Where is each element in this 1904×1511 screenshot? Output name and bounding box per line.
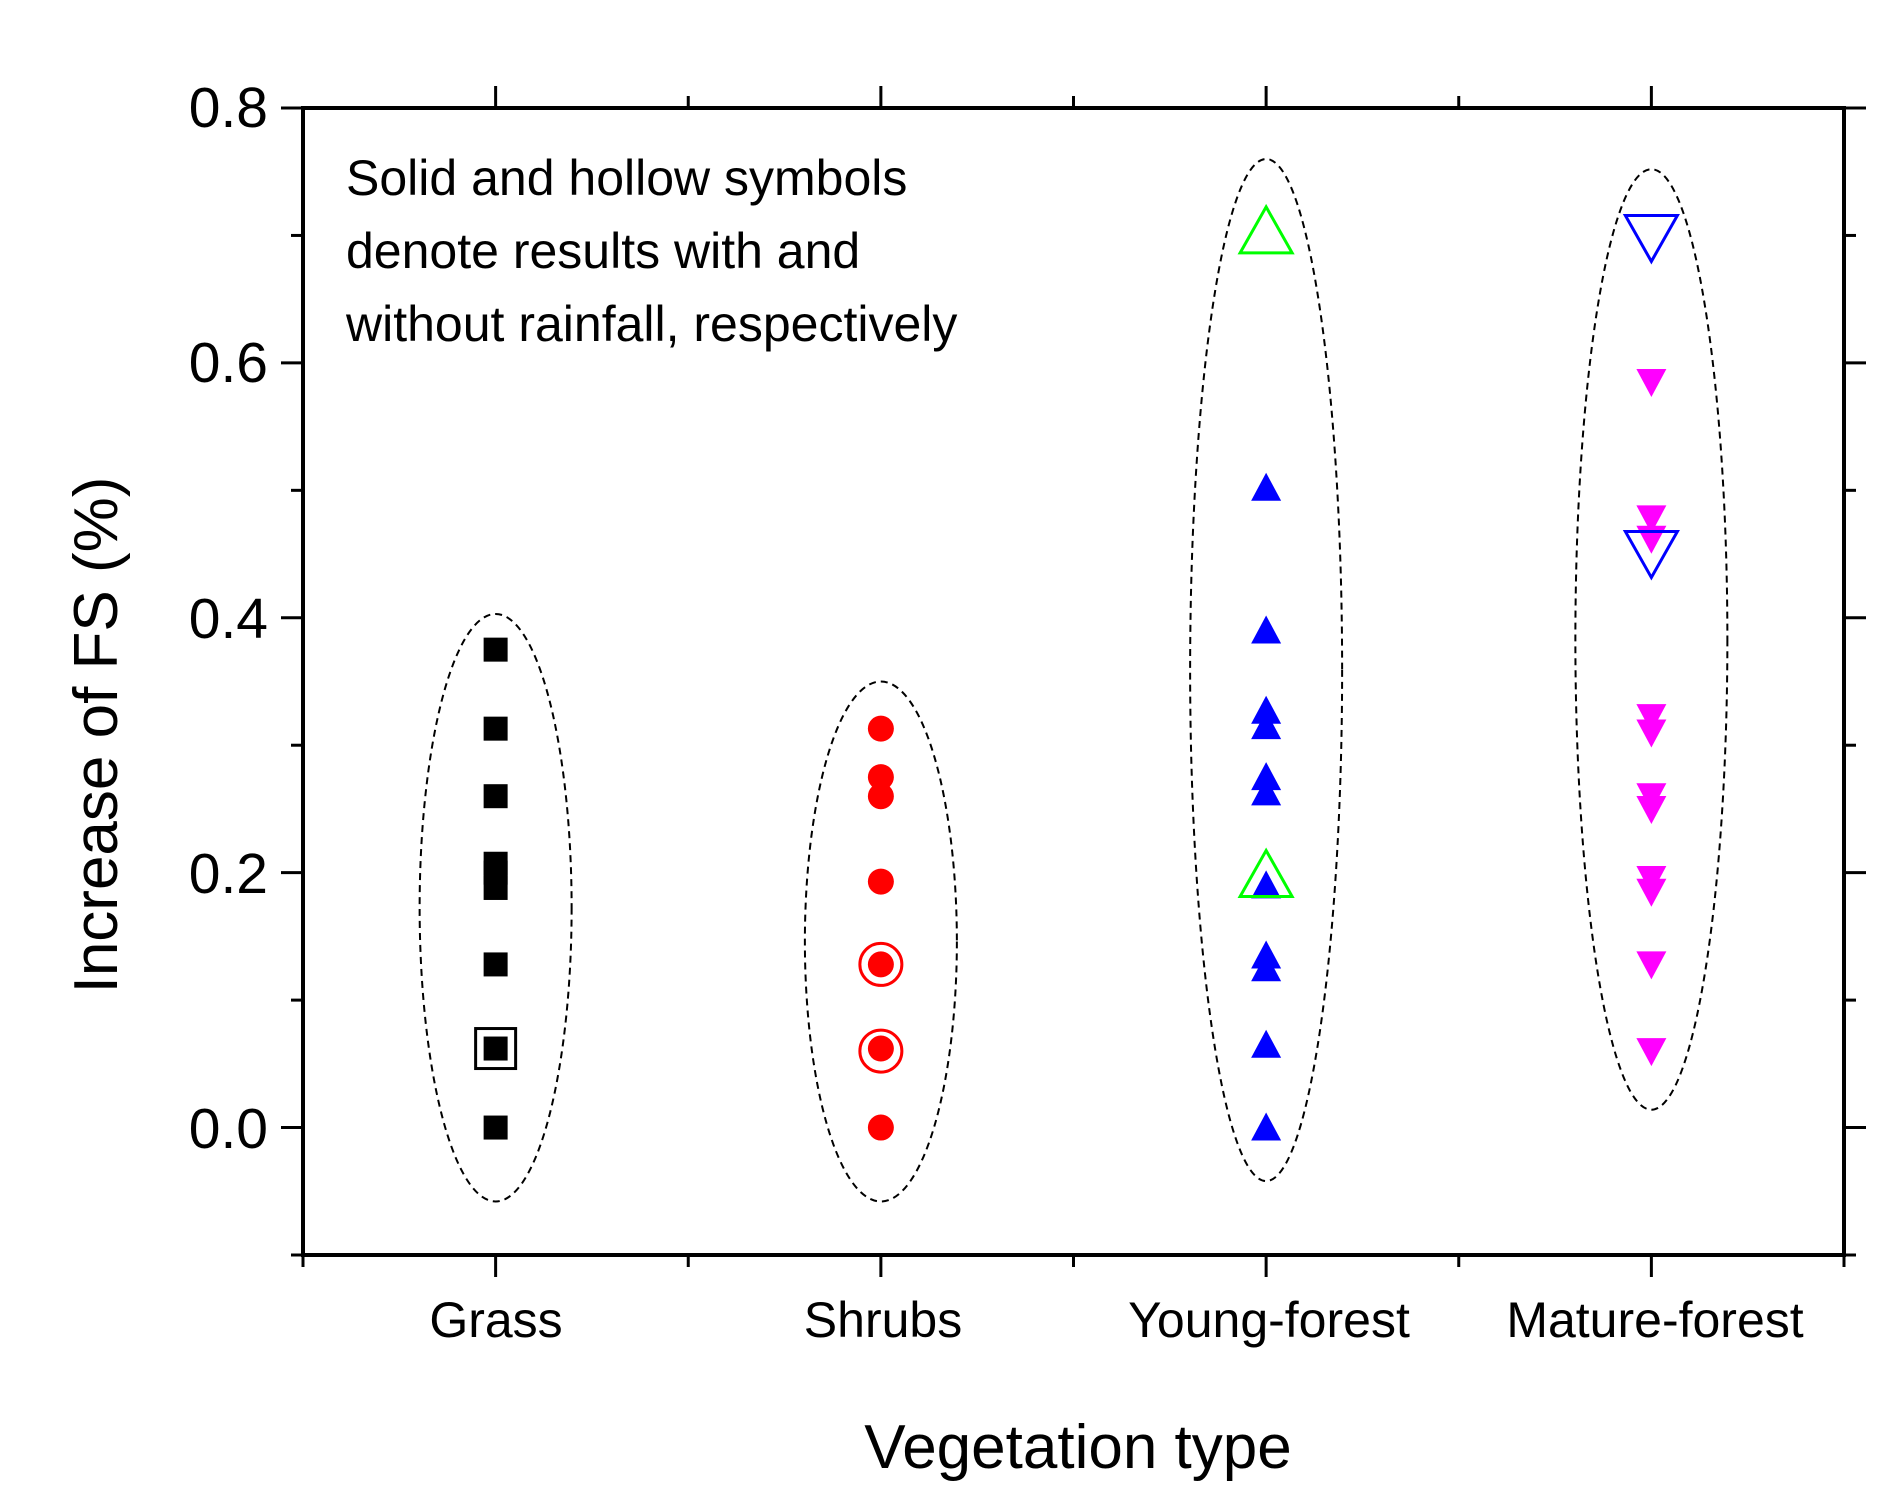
data-point	[1636, 525, 1667, 554]
data-point	[1251, 711, 1282, 740]
data-point	[1251, 953, 1282, 982]
data-point-hollow	[858, 1028, 904, 1074]
y-tick-label: 0.0	[189, 1097, 268, 1161]
data-point	[1636, 795, 1667, 824]
data-point	[1251, 615, 1282, 644]
data-point	[867, 1035, 894, 1062]
data-point-hollow	[1237, 847, 1295, 898]
data-point	[1251, 1029, 1282, 1058]
group-ellipse	[803, 680, 958, 1203]
data-point	[483, 1115, 508, 1140]
x-tick-label-grass: Grass	[429, 1292, 562, 1348]
x-tick-labels: Grass Shrubs Young-forest Mature-forest	[429, 1292, 1803, 1348]
y-tick-label: 0.4	[189, 587, 268, 651]
data-point	[867, 868, 894, 895]
data-point-hollow	[858, 941, 904, 987]
data-markers	[474, 203, 1680, 1141]
data-point	[1251, 472, 1282, 501]
data-point-hollow	[474, 1027, 518, 1071]
data-point	[1636, 719, 1667, 748]
group-ellipse	[1189, 157, 1344, 1183]
group-ellipse	[1574, 168, 1729, 1111]
y-tick-labels: 0.0 0.2 0.4 0.6 0.8	[189, 76, 268, 1161]
y-tick-label: 0.6	[189, 331, 268, 395]
data-point	[1251, 870, 1282, 899]
data-point-hollow	[1622, 213, 1680, 265]
data-point	[1636, 878, 1667, 907]
annotation-line: Solid and hollow symbols	[346, 150, 907, 206]
annotation-line: without rainfall, respectively	[345, 296, 957, 352]
data-point	[483, 952, 508, 977]
annotation: Solid and hollow symbols denote results …	[345, 150, 957, 352]
data-point	[483, 716, 508, 741]
plot-frame	[301, 106, 1846, 1257]
ticks-layer	[281, 86, 1866, 1277]
x-tick-label-mature-forest: Mature-forest	[1506, 1292, 1803, 1348]
data-point	[483, 875, 508, 900]
x-axis-title: Vegetation type	[864, 1413, 1291, 1482]
annotation-line: denote results with and	[346, 223, 860, 279]
group-ellipses	[418, 157, 1729, 1203]
data-point	[867, 715, 894, 742]
data-point	[1636, 704, 1667, 733]
data-point	[1636, 1038, 1667, 1067]
data-point	[1251, 1112, 1282, 1141]
data-point-hollow	[1622, 530, 1680, 581]
data-point	[483, 637, 508, 662]
data-point	[1251, 762, 1282, 791]
data-point	[1251, 695, 1282, 724]
data-point	[867, 783, 894, 810]
group-ellipse	[418, 612, 573, 1203]
x-tick-label-young-forest: Young-forest	[1128, 1292, 1410, 1348]
data-point	[867, 1114, 894, 1141]
data-point	[1251, 777, 1282, 806]
data-point	[1636, 369, 1667, 398]
data-point	[867, 764, 894, 791]
data-point	[867, 951, 894, 978]
data-point	[483, 1036, 508, 1061]
data-point-hollow	[1237, 203, 1295, 255]
y-tick-label: 0.2	[189, 842, 268, 906]
data-point	[1636, 951, 1667, 980]
data-point	[483, 784, 508, 809]
x-tick-label-shrubs: Shrubs	[804, 1292, 962, 1348]
data-point	[1636, 505, 1667, 534]
y-tick-label: 0.8	[189, 76, 268, 140]
y-axis-title: Increase of FS (%)	[62, 477, 131, 994]
